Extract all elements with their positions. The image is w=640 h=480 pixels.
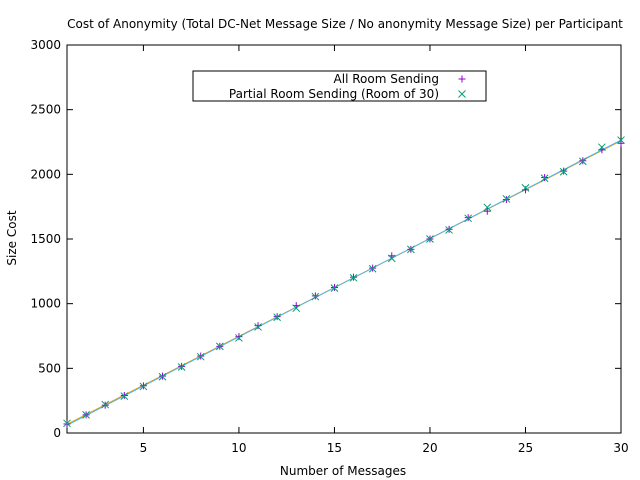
legend-marker [458, 90, 466, 98]
data-point-partial-room [82, 411, 90, 419]
data-point-partial-room [349, 273, 358, 282]
cross-b [196, 352, 205, 361]
cross-b [349, 273, 358, 282]
cross-b [139, 382, 148, 391]
data-point-partial-room [445, 226, 453, 234]
data-point-partial-room [215, 342, 224, 351]
data-point-partial-room [483, 203, 492, 212]
cross-b [101, 400, 110, 409]
data-point-partial-room [521, 184, 530, 192]
y-tick-label: 500 [38, 361, 61, 375]
cross-b [177, 363, 186, 371]
cross-b [368, 264, 377, 273]
legend-label-partial-room: Partial Room Sending (Room of 30) [229, 87, 439, 101]
cross-b [559, 167, 568, 176]
y-tick-label: 0 [53, 426, 61, 440]
cross-b [158, 372, 167, 381]
data-point-partial-room [292, 304, 301, 313]
legend-label-all-room: All Room Sending [334, 72, 439, 86]
data-point-partial-room [235, 334, 243, 342]
legend-box [192, 70, 487, 102]
cross-b [426, 235, 434, 243]
plot-area: 0 500 1000 1500 2000 2500 3000 5 10 15 20 25 30 [30, 38, 628, 455]
x-tick-label: 20 [422, 441, 437, 455]
data-point-partial-room [559, 167, 568, 176]
cross-b [445, 226, 453, 234]
data-point-partial-room [158, 372, 167, 381]
cross-b [617, 136, 625, 144]
data-point-partial-room [101, 400, 110, 409]
cross-b [120, 392, 129, 400]
y-tick-label: 1500 [30, 232, 61, 246]
cross-b [82, 411, 90, 419]
y-tick-label: 2500 [30, 103, 61, 117]
data-point-partial-room [578, 157, 587, 166]
cross-b [292, 304, 301, 313]
data-point-partial-room [120, 392, 129, 400]
data-point-all-room [617, 139, 625, 147]
cross-b [63, 419, 71, 428]
data-point-partial-room [63, 419, 71, 428]
cross-b [540, 174, 549, 183]
cross-b [215, 342, 224, 351]
data-point-partial-room [426, 235, 434, 243]
cross-b [387, 254, 396, 263]
cross-b [521, 184, 530, 192]
cross-b [598, 143, 606, 152]
data-point-all-room [483, 207, 491, 215]
data-point-partial-room [540, 174, 549, 183]
legend-cross-marker [458, 90, 466, 98]
data-point-all-room [254, 322, 262, 330]
chart-title: Cost of Anonymity (Total DC-Net Message … [67, 17, 623, 31]
data-point-partial-room [196, 352, 205, 361]
data-point-partial-room [330, 284, 339, 293]
y-axis-title: Size Cost [5, 210, 19, 265]
cross-b [502, 195, 511, 203]
data-point-partial-room [407, 245, 415, 254]
y-tick-label: 1000 [30, 297, 61, 311]
cross-b [578, 157, 587, 166]
data-point-partial-room [464, 214, 473, 223]
legend-plus-marker [458, 75, 466, 83]
cross-b [254, 323, 262, 331]
x-tick-label: 10 [231, 441, 246, 455]
cross-b [464, 214, 473, 223]
legend-marker [458, 75, 466, 83]
data-point-partial-room [617, 136, 625, 144]
cross-b [330, 284, 339, 293]
data-point-partial-room [502, 195, 511, 203]
data-point-partial-room [139, 382, 148, 391]
data-point-partial-room [598, 143, 606, 152]
y-tick-label: 2000 [30, 167, 61, 181]
data-point-all-room [235, 333, 243, 341]
x-tick-label: 5 [140, 441, 148, 455]
cross-b [483, 203, 492, 212]
x-tick-label: 15 [327, 441, 342, 455]
data-point-partial-room [273, 313, 281, 322]
cross-b [458, 90, 466, 98]
y-tick-label: 3000 [30, 38, 61, 52]
fit-line-1 [66, 139, 622, 426]
data-point-partial-room [387, 254, 396, 263]
cross-b [311, 292, 320, 301]
cross-b [407, 245, 415, 254]
plot-frame [66, 44, 622, 434]
data-point-partial-room [177, 363, 186, 371]
cross-b [273, 313, 281, 322]
data-point-partial-room [368, 264, 377, 273]
x-tick-label: 25 [518, 441, 533, 455]
data-point-partial-room [311, 292, 320, 301]
data-point-partial-room [254, 323, 262, 331]
cross-b [235, 334, 243, 342]
x-axis-title: Number of Messages [280, 464, 406, 478]
x-tick-label: 30 [613, 441, 628, 455]
legend: All Room Sending Partial Room Sending (R… [192, 70, 487, 102]
